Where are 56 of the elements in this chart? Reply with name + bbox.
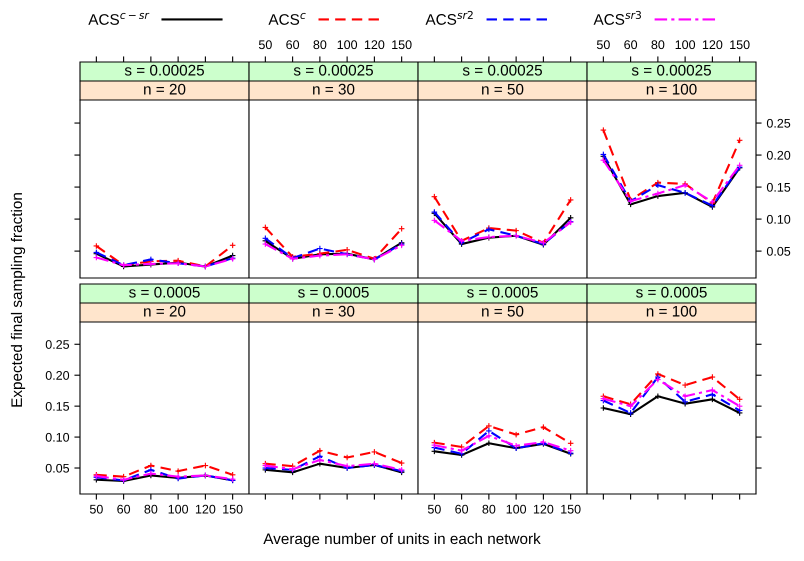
x-tick-label: 80 bbox=[651, 40, 664, 50]
x-tick-label: 120 bbox=[534, 504, 554, 514]
legend-label: ACS$^{sr3}$ bbox=[594, 10, 641, 25]
y-tick-label: 0.15 bbox=[766, 182, 790, 192]
x-tick-label: 80 bbox=[482, 504, 496, 514]
x-tick-label: 150 bbox=[561, 504, 581, 514]
y-tick-label: 0.20 bbox=[766, 150, 790, 160]
y-tick-label: 0.25 bbox=[46, 340, 70, 349]
x-tick-label: 80 bbox=[144, 504, 158, 514]
x-tick-label: 120 bbox=[702, 40, 722, 50]
legend-label: ACS$^{c−sr}$ bbox=[88, 12, 150, 25]
chart-subtitle: n = 100 bbox=[646, 84, 697, 95]
chart-title: s = 0.0005 bbox=[467, 286, 538, 298]
x-tick-label: 150 bbox=[223, 504, 243, 514]
chart-subtitle: n = 50 bbox=[482, 306, 524, 317]
x-tick-label: 60 bbox=[286, 40, 300, 50]
x-tick-label: 50 bbox=[258, 40, 272, 50]
y-tick-label: 0.05 bbox=[46, 464, 70, 473]
chart-subtitle: n = 20 bbox=[144, 84, 186, 95]
x-axis-title: Average number of units in each network bbox=[263, 532, 541, 548]
y-tick-label: 0.15 bbox=[46, 402, 70, 411]
y-axis-title: Expected final sampling fraction bbox=[10, 193, 26, 407]
chart-title: s = 0.0005 bbox=[636, 286, 707, 298]
chart-subtitle: n = 100 bbox=[646, 306, 697, 317]
y-tick-label: 0.10 bbox=[46, 432, 70, 442]
x-tick-label: 50 bbox=[596, 40, 610, 50]
x-tick-label: 50 bbox=[428, 504, 441, 514]
x-tick-label: 100 bbox=[676, 40, 696, 50]
x-tick-label: 60 bbox=[117, 504, 130, 514]
chart-title: s = 0.00025 bbox=[124, 64, 204, 76]
chart-title: s = 0.0005 bbox=[129, 286, 200, 298]
x-tick-label: 120 bbox=[196, 504, 216, 514]
y-tick-label: 0.20 bbox=[46, 371, 70, 380]
chart-subtitle: n = 30 bbox=[313, 84, 354, 95]
x-tick-label: 60 bbox=[624, 40, 638, 50]
legend-label: ACS$^{c}$ bbox=[268, 12, 306, 25]
y-tick-label: 0.05 bbox=[766, 246, 790, 256]
legend-label: ACS$^{sr2}$ bbox=[425, 10, 473, 25]
chart-title: s = 0.0005 bbox=[298, 286, 369, 298]
chart-subtitle: n = 30 bbox=[313, 306, 354, 317]
x-tick-label: 100 bbox=[168, 504, 188, 514]
chart-title: s = 0.00025 bbox=[294, 64, 373, 76]
x-tick-label: 100 bbox=[506, 504, 526, 514]
x-tick-label: 150 bbox=[730, 40, 750, 50]
x-tick-label: 150 bbox=[392, 40, 412, 50]
chart-subtitle: n = 20 bbox=[144, 306, 186, 317]
y-tick-label: 0.25 bbox=[766, 118, 790, 128]
x-tick-label: 120 bbox=[364, 40, 384, 50]
x-tick-label: 100 bbox=[338, 40, 358, 50]
y-tick-label: 0.10 bbox=[766, 214, 790, 224]
chart-title: s = 0.00025 bbox=[632, 64, 711, 76]
x-tick-label: 60 bbox=[455, 504, 468, 514]
chart-subtitle: n = 50 bbox=[482, 84, 524, 95]
x-tick-label: 50 bbox=[90, 504, 103, 514]
chart-title: s = 0.00025 bbox=[462, 64, 542, 76]
x-tick-label: 80 bbox=[313, 40, 326, 50]
